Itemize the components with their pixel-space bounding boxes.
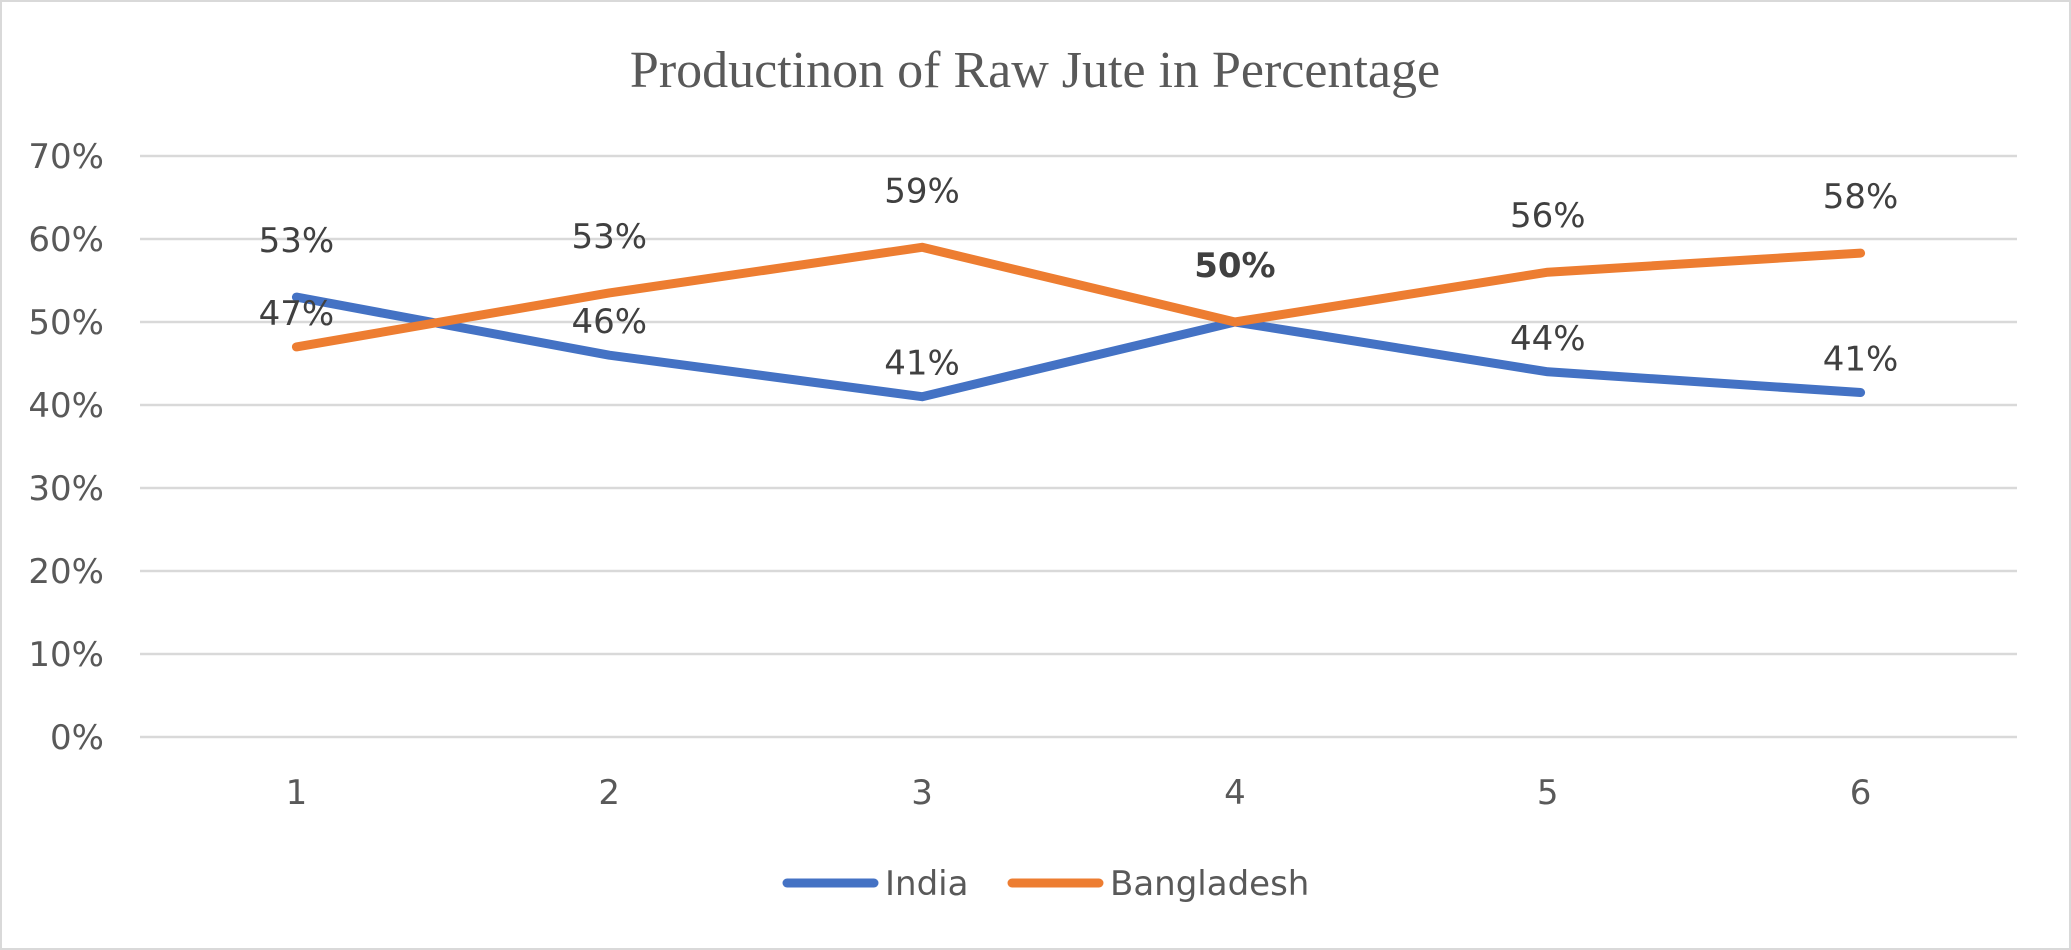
- data-label: 41%: [884, 344, 960, 384]
- data-label: 41%: [1823, 340, 1899, 380]
- y-tick-label: 10%: [28, 635, 104, 675]
- gridlines: [140, 154, 2017, 739]
- legend-label: Bangladesh: [1110, 864, 1309, 904]
- data-labels: 53% 47% 53% 46% 59% 41% 50% 56% 44% 58% 41%: [259, 171, 1899, 383]
- x-axis-ticks: 1 2 3 4 5 6: [286, 773, 1872, 813]
- data-label: 56%: [1510, 196, 1586, 236]
- y-tick-label: 70%: [28, 137, 104, 177]
- x-tick-label: 2: [598, 773, 620, 813]
- series-line-india: [291, 292, 1866, 402]
- chart-title: Productinon of Raw Jute in Percentage: [630, 42, 1440, 99]
- y-tick-label: 30%: [28, 469, 104, 509]
- y-tick-label: 20%: [28, 552, 104, 592]
- data-label: 53%: [571, 217, 647, 257]
- x-tick-label: 5: [1537, 773, 1559, 813]
- x-tick-label: 4: [1224, 773, 1246, 813]
- x-tick-label: 1: [286, 773, 308, 813]
- data-label: 58%: [1823, 177, 1899, 217]
- data-label: 46%: [571, 302, 647, 342]
- x-tick-label: 3: [911, 773, 933, 813]
- y-tick-label: 60%: [28, 220, 104, 260]
- legend: India Bangladesh: [782, 864, 1309, 904]
- data-label: 50%: [1194, 246, 1275, 286]
- data-label: 44%: [1510, 319, 1586, 359]
- series-lines: [291, 242, 1866, 402]
- data-label: 59%: [884, 171, 960, 211]
- x-tick-label: 6: [1850, 773, 1872, 813]
- data-label: 53%: [259, 221, 335, 261]
- y-axis-ticks: 0% 10% 20% 30% 40% 50% 60% 70%: [28, 137, 104, 758]
- y-tick-label: 40%: [28, 386, 104, 426]
- data-label: 47%: [259, 294, 335, 334]
- series-line-bangladesh: [291, 242, 1866, 352]
- legend-label: India: [885, 864, 968, 904]
- y-tick-label: 0%: [50, 718, 104, 758]
- y-tick-label: 50%: [28, 303, 104, 343]
